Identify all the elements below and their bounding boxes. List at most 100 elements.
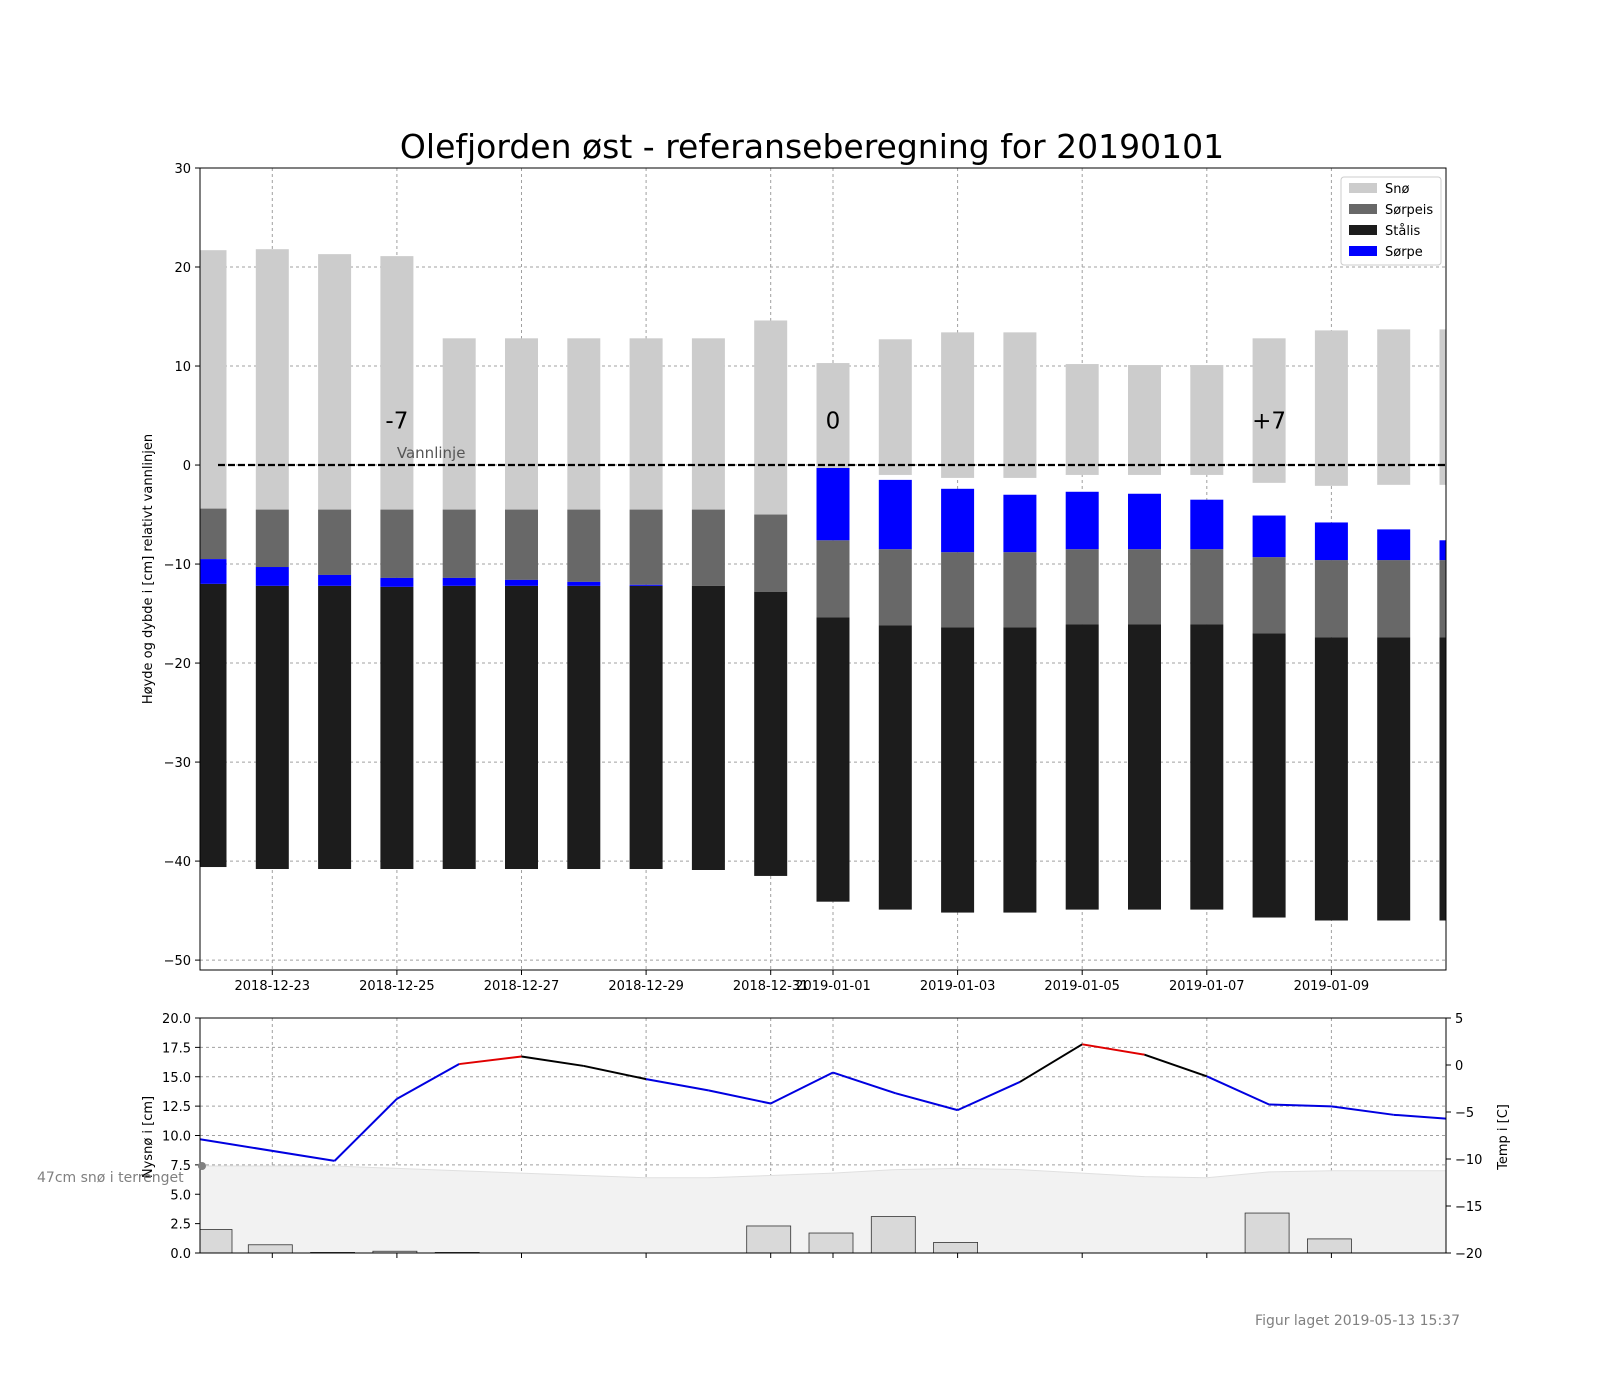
bar-segment (816, 540, 850, 618)
new-snow-bar (1244, 1212, 1290, 1254)
main-x-tick-label: 2019-01-03 (920, 979, 996, 994)
annotation: 0 (826, 408, 841, 434)
bar-segment (1190, 549, 1224, 625)
bar-segment (754, 591, 788, 876)
bar-segment (442, 577, 476, 586)
terrain-snow-fill (199, 1165, 1447, 1254)
bar-segment (1252, 633, 1286, 918)
bar-segment (1003, 494, 1037, 553)
temperature-segment (832, 1071, 896, 1095)
temperature-segment (1393, 1113, 1447, 1120)
temperature-segment (199, 1138, 335, 1162)
bar-segment (1439, 637, 1446, 921)
main-y-tick-label: −10 (164, 558, 191, 573)
main-y-tick-label: 30 (174, 162, 191, 177)
bar-segment (941, 627, 975, 913)
bar-segment (1065, 624, 1099, 910)
bar-segment (878, 479, 912, 550)
temperature-segment (333, 1098, 398, 1162)
temp-y-axis-label: Temp i [C] (1496, 1104, 1511, 1171)
bar-segment (442, 585, 476, 870)
main-x-tick-label: 2018-12-25 (359, 979, 435, 994)
bar-segment (1252, 338, 1286, 483)
temp-y-tick-label: −10 (1455, 1153, 1482, 1168)
legend: Snø Sørpeis Stålis Sørpe (1340, 176, 1442, 266)
bar-segment (1065, 364, 1099, 475)
snow-y-tick-label: 10.0 (162, 1130, 191, 1145)
bar-segment (878, 625, 912, 910)
bar-segment (318, 509, 352, 575)
main-x-tick-label: 2019-01-01 (795, 979, 871, 994)
main-x-tick-label: 2019-01-09 (1294, 979, 1370, 994)
bar-segment (941, 332, 975, 478)
terrain-snow-marker (198, 1162, 206, 1170)
temperature-segment (1269, 1103, 1332, 1108)
main-x-tick-label: 2018-12-29 (608, 979, 684, 994)
bar-segment (878, 339, 912, 475)
temperature-segment (1144, 1053, 1208, 1078)
temperature-segment (957, 1081, 1021, 1112)
temperature-segment (396, 1063, 460, 1100)
snow-y-tick-label: 5.0 (170, 1188, 191, 1203)
bar-segment (380, 509, 414, 578)
temperature-line (199, 1043, 1447, 1162)
bar-segment (1377, 529, 1411, 561)
main-y-tick-label: −30 (164, 756, 191, 771)
bar-segment (1314, 637, 1348, 921)
bar-segment (691, 585, 725, 870)
main-plot-frame (199, 167, 1447, 971)
bar-segment (200, 559, 227, 584)
main-x-tick-label: 2019-01-07 (1169, 979, 1245, 994)
bar-segment (878, 549, 912, 626)
temperature-segment (521, 1055, 584, 1067)
bar-segment (1003, 332, 1037, 478)
bar-segment (567, 509, 601, 582)
snow-chart: 0.0 2.5 5.0 7.5 10.0 12.5 15.0 17.5 20.0 5 0 −5 −10… (37, 1012, 1511, 1262)
legend-swatch (1349, 204, 1377, 214)
new-snow-bar (933, 1242, 978, 1254)
bar-segment (442, 338, 476, 510)
bar-segment (380, 256, 414, 510)
snow-y-tick-label: 7.5 (170, 1159, 191, 1174)
bar-segment (1439, 540, 1446, 561)
new-snow-bar (870, 1216, 916, 1254)
bar-segment (941, 552, 975, 628)
bar-segment (1190, 365, 1224, 475)
temperature-segment (1206, 1075, 1270, 1106)
temp-y-tick-label: −15 (1455, 1200, 1482, 1215)
bar-segment (505, 509, 538, 580)
bar-segment (1065, 491, 1099, 550)
bar-segment (318, 585, 352, 870)
main-y-tick-label: 20 (174, 261, 191, 276)
bar-segment (567, 581, 601, 586)
temperature-segment (1331, 1105, 1394, 1116)
bar-segment (1128, 549, 1161, 625)
bar-segment (691, 509, 725, 586)
bar-segment (318, 574, 352, 586)
bar-segment (1314, 330, 1348, 486)
bar-segment (1439, 329, 1446, 485)
annotation: -7 (385, 408, 408, 434)
legend-item: Sørpeis (1385, 203, 1433, 218)
bar-segment (505, 579, 538, 586)
temp-y-axis: 5 0 −5 −10 −15 −20 (1446, 1012, 1482, 1262)
temperature-segment (708, 1089, 771, 1105)
main-y-tick-label: −20 (164, 657, 191, 672)
bar-segment (629, 585, 663, 870)
bar-segment (816, 617, 850, 902)
new-snow-bar (199, 1229, 233, 1254)
main-x-tick-label: 2018-12-23 (235, 979, 311, 994)
bar-segment (200, 250, 227, 509)
annotation: Vannlinje (397, 444, 466, 462)
bar-segment (567, 585, 601, 870)
bar-segment (1128, 624, 1161, 910)
bar-segment (200, 508, 227, 560)
bar-segment (318, 254, 352, 510)
temperature-segment (770, 1071, 834, 1105)
bar-segment (629, 338, 663, 510)
annotations: -7 0 +7 Vannlinje (385, 408, 1286, 462)
legend-item: Snø (1385, 182, 1409, 197)
legend-swatch (1349, 225, 1377, 235)
legend-item: Stålis (1385, 224, 1421, 239)
main-y-tick-label: −40 (164, 855, 191, 870)
